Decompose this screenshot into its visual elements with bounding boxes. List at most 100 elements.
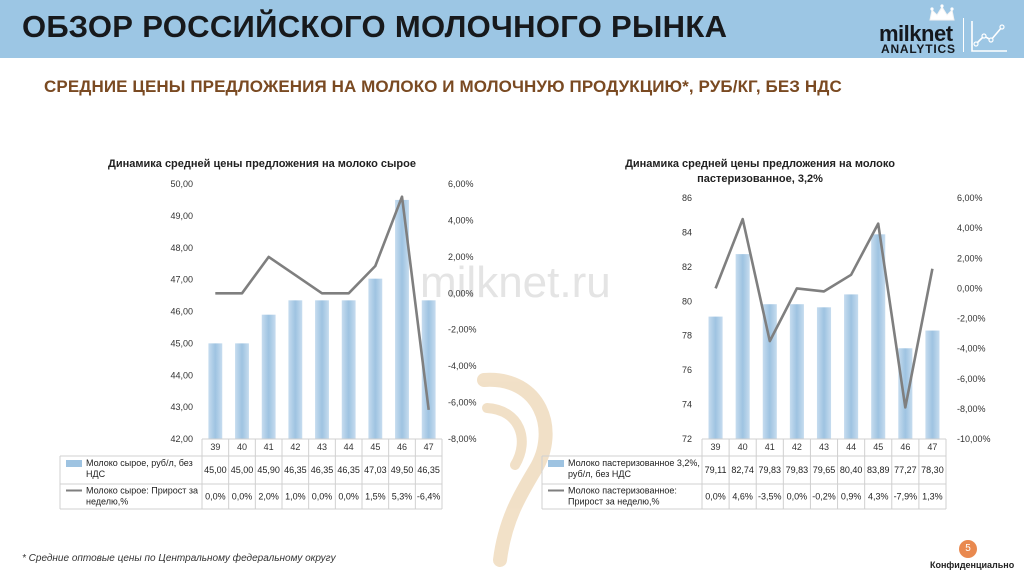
x-tick-label: 42 [792,442,802,452]
y2-tick-label: -8,00% [448,434,477,444]
y2-tick-label: -6,00% [957,374,986,384]
chart-title: пастеризованное, 3,2% [697,173,823,185]
x-tick-label: 45 [370,442,380,452]
watermark-text: milknet.ru [420,258,611,307]
y2-tick-label: -6,00% [448,398,477,408]
data-label-price: 78,30 [921,465,944,475]
data-label-growth: 1,5% [365,492,386,502]
x-tick-label: 44 [846,442,856,452]
x-tick-label: 40 [237,442,247,452]
data-label-price: 46,35 [337,465,360,475]
data-label-growth: -0,2% [812,492,836,502]
data-label-price: 79,83 [759,465,782,475]
y2-tick-label: 2,00% [957,253,983,263]
y2-tick-label: 6,00% [957,193,983,203]
bar-46 [395,199,409,439]
y-tick-label: 49,00 [170,211,193,221]
y2-tick-label: -4,00% [957,344,986,354]
data-label-price: 79,83 [786,465,809,475]
y2-tick-label: -2,00% [448,325,477,335]
bar-42 [789,304,804,439]
x-tick-label: 43 [819,442,829,452]
legend-label-line: Молоко пастеризованное: [568,486,677,496]
y2-tick-label: 4,00% [957,223,983,233]
bar-47 [421,300,436,439]
growth-line-series [714,217,934,409]
data-label-price: 47,03 [364,465,387,475]
bar-44 [341,300,356,439]
y-tick-label: 46,00 [170,307,193,317]
logo-separator [963,18,964,52]
data-label-growth: 0,0% [205,492,226,502]
data-label-price: 79,11 [705,465,727,475]
data-label-growth: -3,5% [758,492,782,502]
x-tick-label: 41 [264,442,274,452]
bar-39 [708,316,723,439]
confidential-label: Конфиденциально [930,560,1015,570]
page-title: ОБЗОР РОССИЙСКОГО МОЛОЧНОГО РЫНКА [22,9,728,44]
bar-47 [925,330,940,439]
chart-title: Динамика средней цены предложения на мол… [108,158,416,170]
y-tick-label: 80 [682,296,692,306]
x-tick-label: 46 [397,442,407,452]
y-tick-label: 72 [682,434,692,444]
line-chart-icon [971,21,1007,52]
x-tick-label: 39 [210,442,220,452]
data-label-growth: 0,0% [312,492,333,502]
x-tick-label: 40 [738,442,748,452]
data-label-growth: 0,0% [705,492,726,502]
y2-tick-label: -4,00% [448,361,477,371]
y-tick-label: 48,00 [170,243,193,253]
y2-tick-label: 6,00% [448,179,474,189]
data-label-growth: 0,9% [841,492,862,502]
bar-45 [871,234,886,439]
logo-wordmark: milknet [879,21,953,46]
page-number-badge: 5 [959,540,977,558]
y2-tick-label: -10,00% [957,434,991,444]
legend-label-bar: НДС [86,469,106,479]
data-label-price: 77,27 [894,465,917,475]
data-label-price: 46,35 [417,465,440,475]
y2-tick-label: 0,00% [957,283,983,293]
y2-tick-label: -2,00% [957,314,986,324]
data-label-growth: 0,0% [338,492,359,502]
data-label-growth: 4,6% [732,492,753,502]
y-tick-label: 45,00 [170,338,193,348]
data-label-growth: -7,9% [894,492,918,502]
bar-41 [261,314,276,439]
bar-40 [735,254,750,439]
y2-tick-label: 0,00% [448,288,474,298]
y-tick-label: 43,00 [170,402,193,412]
x-tick-label: 47 [424,442,434,452]
bar-42 [288,300,303,439]
bar-43 [315,300,329,439]
data-label-price: 45,00 [204,465,227,475]
y-tick-label: 78 [682,331,692,341]
data-label-price: 82,74 [731,465,754,475]
x-tick-label: 43 [317,442,327,452]
legend-label-line: Молоко сырое: Прирост за [86,486,198,496]
data-label-price: 46,35 [311,465,334,475]
data-label-price: 79,65 [813,465,836,475]
data-label-price: 83,89 [867,465,890,475]
x-tick-label: 42 [290,442,300,452]
legend-label-bar: Молоко сырое, руб/л, без [86,458,193,468]
bar-41 [762,304,777,439]
y2-tick-label: -8,00% [957,404,986,414]
data-label-growth: 2,0% [258,492,279,502]
y-tick-label: 84 [682,227,692,237]
legend-swatch-bar [66,460,82,467]
data-label-growth: 0,0% [787,492,808,502]
y-tick-label: 42,00 [170,434,193,444]
growth-line-series [215,195,430,411]
x-tick-label: 44 [344,442,354,452]
y2-tick-label: 4,00% [448,215,474,225]
y-tick-label: 76 [682,365,692,375]
bar-43 [816,307,832,439]
y-tick-label: 47,00 [170,275,193,285]
logo-subtitle: ANALYTICS [881,42,956,56]
x-tick-label: 39 [711,442,721,452]
data-label-growth: 1,3% [922,492,943,502]
legend-label-bar: руб/л, без НДС [568,469,631,479]
